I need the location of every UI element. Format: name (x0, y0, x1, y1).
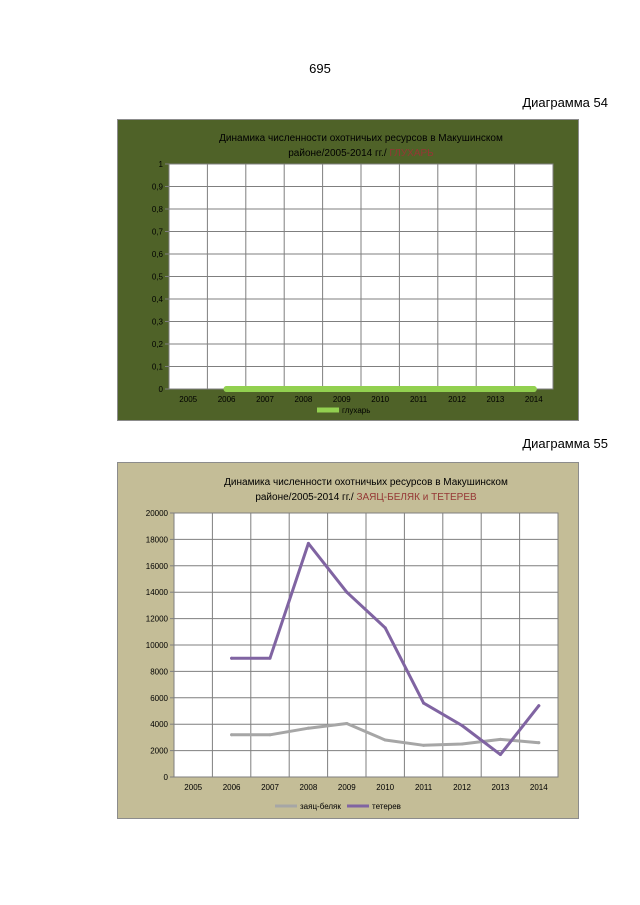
chart-title-highlight: ЗАЯЦ-БЕЛЯК и ТЕТЕРЕВ (356, 492, 477, 503)
y-tick-label: 12000 (146, 615, 169, 624)
y-tick-label: 0,1 (152, 363, 164, 372)
y-tick-label: 0,2 (152, 340, 164, 349)
y-tick-label: 1 (159, 160, 164, 169)
x-tick-label: 2012 (453, 783, 471, 792)
y-tick-label: 0,3 (152, 318, 164, 327)
data-point (460, 724, 464, 728)
x-tick-label: 2005 (179, 395, 197, 404)
y-tick-label: 0 (164, 773, 169, 782)
data-point (262, 386, 268, 392)
chart-title-text: районе/2005-2014 гг./ (255, 492, 356, 503)
legend-label: тетерев (372, 802, 401, 811)
y-tick-label: 14000 (146, 588, 169, 597)
data-point (498, 737, 502, 741)
y-tick-label: 6000 (150, 694, 168, 703)
chart-title-line2: районе/2005-2014 гг./ ЗАЯЦ-БЕЛЯК и ТЕТЕР… (255, 492, 477, 503)
diagram-label-55: Диаграмма 55 (522, 436, 608, 451)
page-number: 695 (309, 61, 331, 76)
data-point (345, 722, 349, 726)
data-point (530, 386, 537, 392)
data-point (422, 701, 426, 705)
y-tick-label: 2000 (150, 747, 168, 756)
data-point (230, 733, 234, 737)
data-point (492, 386, 499, 392)
x-tick-label: 2007 (256, 395, 274, 404)
chart-title-highlight: ГЛУХАРЬ (389, 148, 434, 159)
y-tick-label: 20000 (146, 509, 169, 518)
data-point (537, 704, 541, 708)
data-point (454, 386, 460, 392)
y-tick-label: 16000 (146, 562, 169, 571)
x-tick-label: 2008 (295, 395, 313, 404)
y-tick-label: 4000 (150, 720, 168, 729)
y-tick-label: 0 (159, 385, 164, 394)
x-tick-label: 2012 (448, 395, 466, 404)
x-tick-label: 2006 (218, 395, 236, 404)
x-tick-label: 2005 (184, 783, 202, 792)
y-tick-label: 8000 (150, 667, 168, 676)
y-tick-label: 18000 (146, 535, 169, 544)
y-tick-label: 0,6 (152, 250, 164, 259)
data-point (300, 386, 307, 392)
chart-title-line2: районе/2005-2014 гг./ ГЛУХАРЬ (288, 148, 434, 159)
data-point (268, 733, 272, 737)
data-point (223, 386, 230, 392)
chart-title-line1: Динамика численности охотничьих ресурсов… (224, 477, 508, 488)
x-tick-label: 2014 (530, 783, 548, 792)
y-tick-label: 10000 (146, 641, 169, 650)
y-tick-label: 0,8 (152, 205, 164, 214)
x-tick-label: 2009 (338, 783, 356, 792)
x-tick-label: 2011 (415, 783, 433, 792)
data-point (383, 738, 387, 742)
x-tick-label: 2009 (333, 395, 351, 404)
y-tick-label: 0,5 (152, 273, 164, 282)
data-point (230, 656, 234, 660)
data-point (537, 741, 541, 745)
chart-title-text: районе/2005-2014 гг./ (288, 148, 389, 159)
x-tick-label: 2014 (525, 395, 543, 404)
data-point (345, 590, 349, 594)
data-point (338, 386, 345, 392)
data-point (498, 753, 502, 757)
legend-label: заяц-беляк (300, 802, 341, 811)
data-point (306, 726, 310, 730)
chart-hare-grouse-svg: Динамика численности охотничьих ресурсов… (117, 462, 579, 819)
legend-label: глухарь (342, 406, 370, 415)
data-point (377, 386, 384, 392)
chart-capercaillie: Динамика численности охотничьих ресурсов… (117, 119, 579, 421)
x-tick-label: 2008 (300, 783, 318, 792)
data-point (422, 743, 426, 747)
chart-hare-grouse: Динамика численности охотничьих ресурсов… (117, 462, 579, 819)
x-tick-label: 2013 (492, 783, 510, 792)
y-tick-label: 0,7 (152, 228, 164, 237)
data-point (268, 656, 272, 660)
y-tick-label: 0,9 (152, 183, 164, 192)
data-point (306, 541, 310, 545)
x-tick-label: 2010 (376, 783, 394, 792)
data-point (415, 386, 422, 392)
x-tick-label: 2007 (261, 783, 279, 792)
data-point (460, 742, 464, 746)
y-tick-label: 0,4 (152, 295, 164, 304)
x-tick-label: 2006 (223, 783, 241, 792)
diagram-label-54: Диаграмма 54 (522, 95, 608, 110)
x-tick-label: 2011 (410, 395, 428, 404)
x-tick-label: 2013 (487, 395, 505, 404)
chart-capercaillie-svg: Динамика численности охотничьих ресурсов… (117, 119, 579, 421)
x-tick-label: 2010 (371, 395, 389, 404)
chart-title-line1: Динамика численности охотничьих ресурсов… (219, 133, 503, 144)
data-point (383, 626, 387, 630)
